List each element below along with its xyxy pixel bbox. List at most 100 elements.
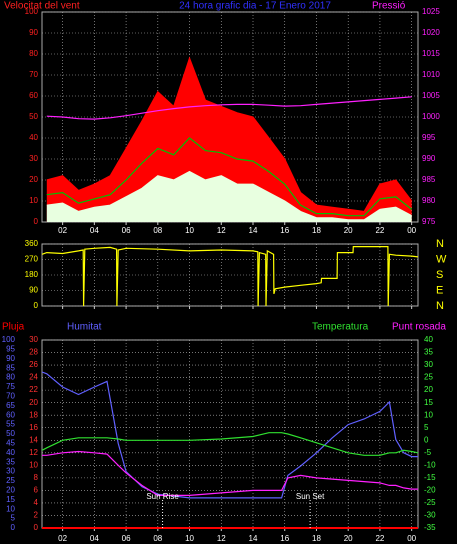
y3-tick-label: 28 xyxy=(29,348,38,357)
y3-tick-label: 10 xyxy=(29,460,38,469)
series-line xyxy=(41,371,418,499)
y-tick-label: 55 xyxy=(6,420,15,429)
y-tick-label: 65 xyxy=(6,401,15,410)
chart-title: 24 hora grafic dia - 17 Enero 2017 xyxy=(179,1,331,12)
y-tick-label: 50 xyxy=(6,429,15,438)
x-tick-label: 22 xyxy=(375,534,384,543)
legend-entry: Temperatura xyxy=(312,322,369,333)
y-tick-label: 80 xyxy=(6,373,15,382)
y2-tick-label: 10 xyxy=(424,410,433,419)
y3-tick-label: 14 xyxy=(29,435,38,444)
y3-tick-label: 8 xyxy=(34,473,39,482)
y2-tick-label: N xyxy=(436,238,444,250)
series-line xyxy=(42,450,418,496)
y-tick-label: 30 xyxy=(6,467,15,476)
y2-tick-label: -15 xyxy=(424,473,436,482)
y-tick-label: 270 xyxy=(25,255,39,264)
y-tick-label: 0 xyxy=(11,523,16,532)
x-tick-label: 04 xyxy=(90,534,99,543)
y-tick-label: 360 xyxy=(25,239,39,248)
y2-tick-label: 40 xyxy=(424,335,433,344)
y3-tick-label: 6 xyxy=(34,486,39,495)
y2-tick-label: 0 xyxy=(424,435,429,444)
series-line xyxy=(41,432,419,456)
y-tick-label: 10 xyxy=(29,196,38,205)
x-tick-label: 08 xyxy=(153,534,162,543)
y2-tick-label: 1000 xyxy=(422,112,440,121)
y-tick-label: 95 xyxy=(6,345,15,354)
y3-tick-label: 30 xyxy=(29,335,38,344)
y-tick-label: 40 xyxy=(29,133,38,142)
y-tick-label: 75 xyxy=(6,382,15,391)
x-tick-label: 16 xyxy=(280,226,289,235)
annotation: Sun Rise xyxy=(146,492,179,501)
y-tick-label: 40 xyxy=(6,448,15,457)
x-tick-label: 08 xyxy=(153,226,162,235)
y3-tick-label: 16 xyxy=(29,423,38,432)
y3-tick-label: 22 xyxy=(29,385,38,394)
y-axis-title: Velocitat del vent xyxy=(4,1,80,12)
y-tick-label: 35 xyxy=(6,457,15,466)
x-tick-label: 10 xyxy=(185,226,194,235)
y2-tick-label: 990 xyxy=(422,154,436,163)
y3-tick-label: 0 xyxy=(34,523,39,532)
y2-tick-label: 15 xyxy=(424,398,433,407)
y3-tick-label: 4 xyxy=(34,498,39,507)
y3-tick-label: 12 xyxy=(29,448,38,457)
series-line xyxy=(46,96,412,120)
y-tick-label: 100 xyxy=(2,335,16,344)
y-tick-label: 30 xyxy=(29,154,38,163)
y2-tick-label: -10 xyxy=(424,460,436,469)
y-tick-label: 180 xyxy=(25,270,39,279)
y3-tick-label: 18 xyxy=(29,410,38,419)
y2-tick-label: 1005 xyxy=(422,91,440,100)
y-tick-label: 15 xyxy=(6,495,15,504)
y2-tick-label: 1025 xyxy=(422,7,440,16)
x-tick-label: 18 xyxy=(312,534,321,543)
x-tick-label: 20 xyxy=(344,226,353,235)
y3-tick-label: 26 xyxy=(29,360,38,369)
y-tick-label: 50 xyxy=(29,112,38,121)
y2-tick-label: 20 xyxy=(424,385,433,394)
y-tick-label: 80 xyxy=(29,49,38,58)
x-tick-label: 18 xyxy=(312,226,321,235)
y2-tick-label: -20 xyxy=(424,486,436,495)
x-tick-label: 14 xyxy=(249,226,258,235)
y-tick-label: 90 xyxy=(29,286,38,295)
y2-tick-label: S xyxy=(436,269,443,281)
y-tick-label: 70 xyxy=(29,70,38,79)
y2-tick-label: W xyxy=(436,253,447,265)
y2-tick-label: -25 xyxy=(424,498,436,507)
x-tick-label: 06 xyxy=(122,534,131,543)
x-tick-label: 20 xyxy=(344,534,353,543)
legend-entry: Pluja xyxy=(2,322,25,333)
y-tick-label: 70 xyxy=(6,392,15,401)
legend-entry: Humitat xyxy=(67,322,102,333)
y-tick-label: 20 xyxy=(29,175,38,184)
area-fill xyxy=(46,171,412,222)
y-tick-label: 25 xyxy=(6,476,15,485)
x-tick-label: 16 xyxy=(280,534,289,543)
x-tick-label: 10 xyxy=(185,534,194,543)
x-tick-label: 06 xyxy=(122,226,131,235)
y2-tick-label: 1020 xyxy=(422,28,440,37)
y-tick-label: 100 xyxy=(25,7,39,16)
y3-tick-label: 20 xyxy=(29,398,38,407)
y-tick-label: 20 xyxy=(6,486,15,495)
y2-tick-label: 975 xyxy=(422,217,436,226)
x-tick-label: 12 xyxy=(217,226,226,235)
y-tick-label: 90 xyxy=(6,354,15,363)
series-line xyxy=(46,137,413,217)
y2-tick-label: 5 xyxy=(424,423,429,432)
y2-tick-label: 1015 xyxy=(422,49,440,58)
x-tick-label: 22 xyxy=(375,226,384,235)
y2-tick-label: 1010 xyxy=(422,70,440,79)
series-line xyxy=(46,56,413,213)
area-fill xyxy=(46,58,412,223)
y3-tick-label: 24 xyxy=(29,373,38,382)
legend-entry: Punt rosada xyxy=(392,322,446,333)
x-tick-label: 04 xyxy=(90,226,99,235)
y-tick-label: 60 xyxy=(29,91,38,100)
y2-tick-label: N xyxy=(436,300,444,312)
